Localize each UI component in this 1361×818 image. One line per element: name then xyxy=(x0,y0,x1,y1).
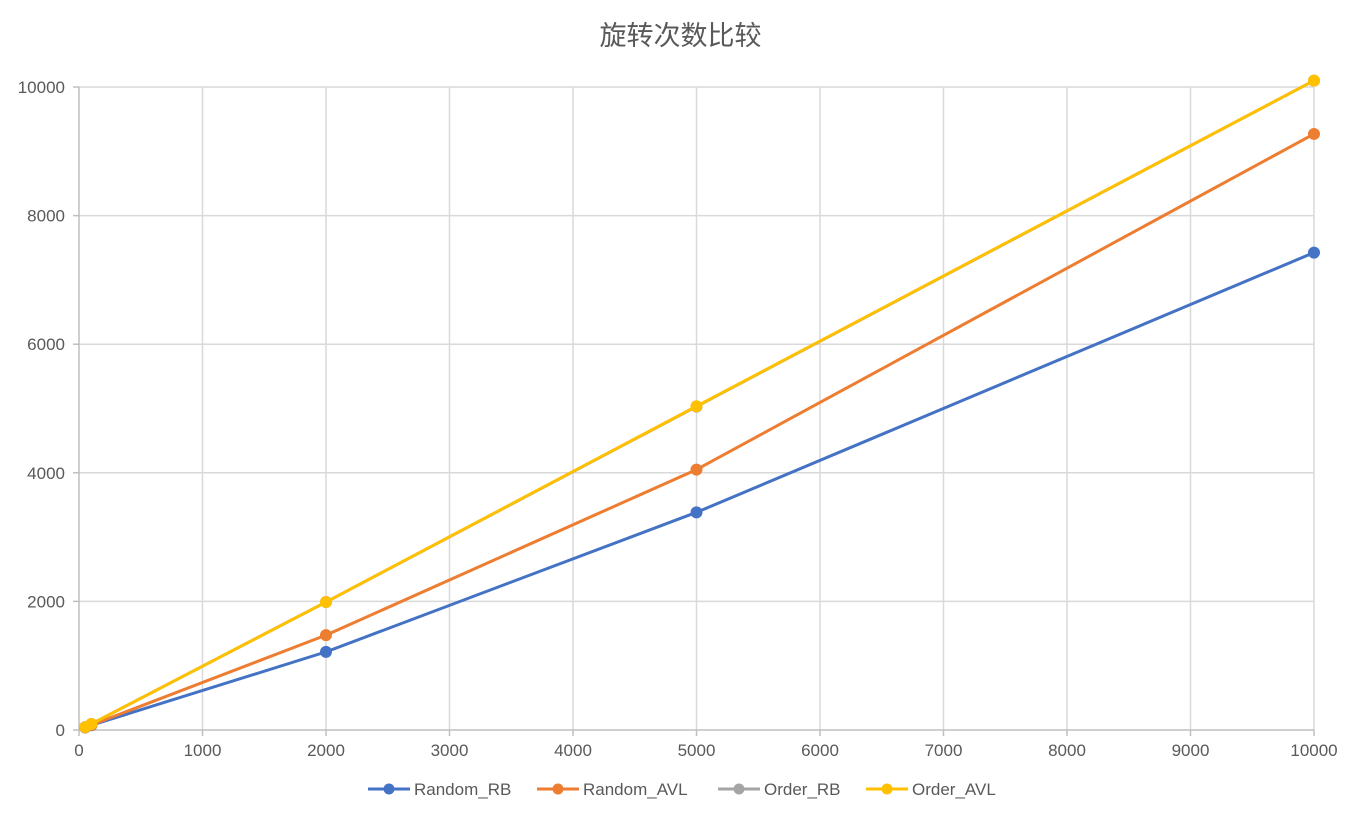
y-tick-label: 2000 xyxy=(27,592,65,611)
legend-marker-random-rb xyxy=(383,783,395,795)
x-tick-label: 9000 xyxy=(1172,741,1210,760)
x-tick-label: 3000 xyxy=(431,741,469,760)
legend-marker-order-avl xyxy=(881,783,893,795)
y-tick-label: 4000 xyxy=(27,464,65,483)
x-tick-label: 1000 xyxy=(184,741,222,760)
x-tick-label: 7000 xyxy=(925,741,963,760)
series-line-random-avl xyxy=(83,132,1316,729)
legend-item-random-avl: Random_AVL xyxy=(537,780,688,799)
x-tick-label: 2000 xyxy=(307,741,345,760)
series-order-avl xyxy=(79,74,1320,734)
data-point-random-avl xyxy=(1308,127,1320,140)
x-tick-label: 6000 xyxy=(801,741,839,760)
tick-labels: 0 2000 4000 6000 8000 10000 0 1000 2000 3000 4000 5… xyxy=(18,78,1338,760)
data-point-order-avl xyxy=(320,596,332,609)
data-point-random-rb xyxy=(320,645,332,658)
data-point-order-avl xyxy=(1308,74,1320,87)
data-point-random-rb xyxy=(690,506,703,519)
legend-label-order-avl: Order_AVL xyxy=(912,780,996,799)
legend-label-random-rb: Random_RB xyxy=(414,780,511,799)
legend: Random_RB Random_AVL Order_RB Order_AVL xyxy=(368,780,996,799)
legend-marker-random-avl xyxy=(552,783,564,795)
legend-marker-order-rb xyxy=(733,783,745,795)
axes xyxy=(73,86,1315,736)
x-tick-label: 8000 xyxy=(1048,741,1086,760)
legend-label-order-rb: Order_RB xyxy=(764,780,841,799)
y-tick-label: 6000 xyxy=(27,335,65,354)
y-tick-label: 10000 xyxy=(18,78,65,97)
y-tick-label: 0 xyxy=(56,721,65,740)
y-tick-label: 8000 xyxy=(27,207,65,226)
x-tick-label: 10000 xyxy=(1290,741,1337,760)
series-lines xyxy=(79,74,1320,734)
legend-item-random-rb: Random_RB xyxy=(368,780,511,799)
data-point-random-avl xyxy=(320,629,332,642)
data-point-random-avl xyxy=(690,463,703,476)
series-random-rb xyxy=(79,246,1320,734)
legend-label-random-avl: Random_AVL xyxy=(583,780,688,799)
legend-item-order-avl: Order_AVL xyxy=(866,780,996,799)
data-point-random-rb xyxy=(1308,246,1320,259)
data-point-order-avl xyxy=(85,717,98,730)
x-tick-label: 0 xyxy=(74,741,83,760)
chart-title: 旋转次数比较 xyxy=(599,21,762,52)
x-tick-label: 5000 xyxy=(678,741,716,760)
legend-item-order-rb: Order_RB xyxy=(718,780,841,799)
data-point-order-avl xyxy=(690,400,703,413)
x-tick-label: 4000 xyxy=(554,741,592,760)
series-random-avl xyxy=(79,127,1320,734)
